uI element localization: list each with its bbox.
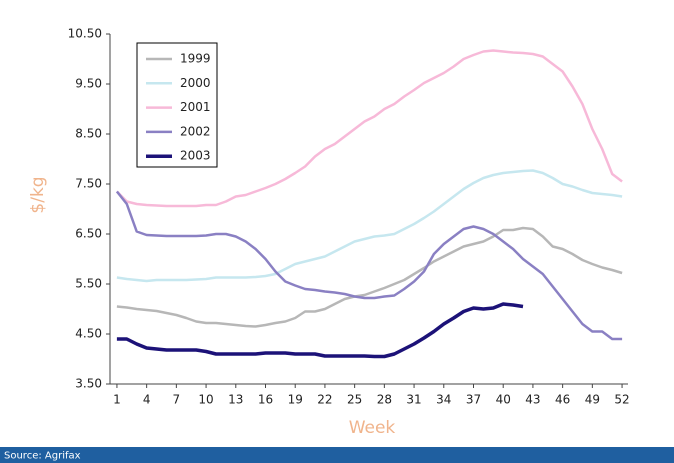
y-axis-label: $/kg (28, 176, 48, 213)
series-line (116, 49, 623, 208)
legend-label: 2001 (180, 100, 211, 114)
legend-label: 2000 (180, 76, 211, 90)
x-tick-label: 25 (347, 393, 362, 407)
footer-bar (0, 447, 674, 463)
x-tick-label: 52 (614, 393, 629, 407)
x-tick-label: 7 (173, 393, 181, 407)
x-tick-label: 1 (113, 393, 121, 407)
legend-label: 2003 (180, 149, 211, 163)
x-tick-label: 37 (466, 393, 481, 407)
y-tick-label: 4.50 (75, 327, 102, 341)
y-tick-label: 5.50 (75, 277, 102, 291)
series-line (116, 302, 524, 359)
legend (136, 42, 218, 168)
source: Source: Agrifax (4, 451, 81, 462)
x-tick-label: 16 (258, 393, 273, 407)
y-tick-label: 3.50 (75, 377, 102, 391)
x-tick-label: 10 (198, 393, 213, 407)
x-tick-label: 43 (525, 393, 540, 407)
x-tick-label: 13 (228, 393, 243, 407)
y-tick-label: 8.50 (75, 127, 102, 141)
x-tick-label: 34 (436, 393, 451, 407)
y-tick-label: 10.50 (68, 27, 102, 41)
x-tick-label: 49 (585, 393, 600, 407)
x-tick-label: 40 (496, 393, 511, 407)
x-axis-label: Week (349, 418, 396, 438)
x-tick-label: 31 (406, 393, 421, 407)
legend-label: 2002 (180, 124, 211, 138)
y-tick-label: 7.50 (75, 177, 102, 191)
x-tick-label: 22 (317, 393, 332, 407)
x-tick-label: 19 (288, 393, 303, 407)
x-tick-label: 4 (143, 393, 151, 407)
series-line (115, 190, 623, 341)
x-tick-label: 46 (555, 393, 570, 407)
x-tick-label: 28 (377, 393, 392, 407)
series-line (116, 226, 623, 328)
y-tick-label: 9.50 (75, 77, 102, 91)
y-tick-label: 6.50 (75, 227, 102, 241)
series-line (116, 169, 623, 283)
legend-label: 1999 (180, 52, 211, 66)
